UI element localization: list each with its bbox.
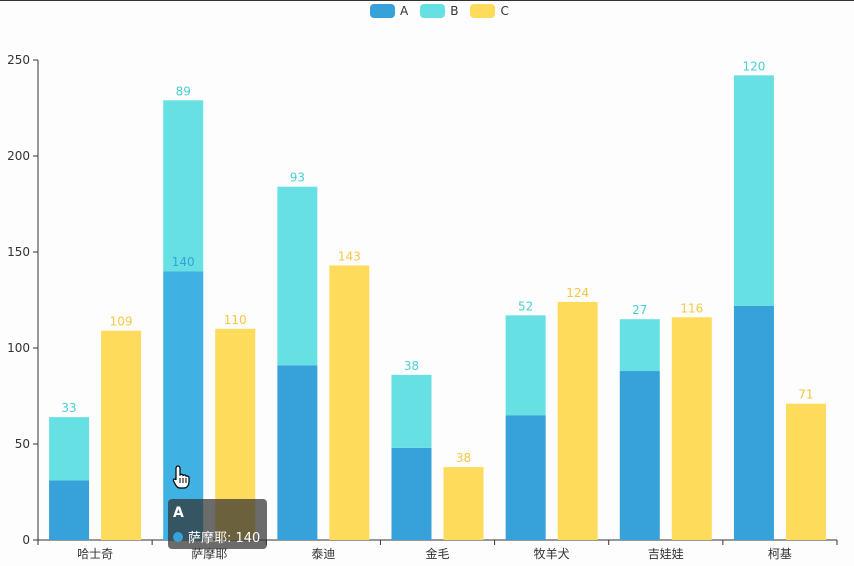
legend-label-c: C — [500, 4, 509, 18]
top-border — [0, 0, 854, 1]
x-tick-label: 吉娃娃 — [648, 547, 684, 561]
chart-tooltip: A 萨摩耶: 140 — [168, 499, 267, 549]
y-tick-label: 0 — [22, 533, 30, 547]
data-label-c: 116 — [680, 301, 703, 315]
bar-a — [733, 305, 774, 540]
tooltip-row: 萨摩耶: 140 — [173, 527, 260, 546]
bar-c — [329, 265, 370, 540]
bar-b — [277, 186, 318, 366]
tooltip-value-text: 萨摩耶: 140 — [188, 531, 261, 546]
bar-c — [785, 403, 826, 540]
data-label-b: 93 — [290, 171, 305, 185]
bar-a — [277, 365, 318, 540]
bar-b — [391, 374, 432, 448]
tooltip-series-dot — [173, 531, 183, 542]
data-label-c: 143 — [338, 249, 361, 263]
bar-a — [505, 415, 546, 540]
bar-b — [49, 417, 90, 481]
y-tick-label: 50 — [15, 437, 30, 451]
bar-b — [733, 75, 774, 306]
legend-item-b[interactable]: B — [420, 4, 458, 18]
legend-item-a[interactable]: A — [370, 4, 408, 18]
legend-label-b: B — [450, 4, 459, 18]
data-label-c: 71 — [798, 388, 813, 402]
y-tick-label: 200 — [7, 149, 30, 163]
legend-swatch-c — [470, 4, 496, 18]
data-label-a: 140 — [172, 255, 195, 269]
data-label-b: 27 — [632, 303, 647, 317]
data-label-b: 52 — [518, 299, 533, 313]
y-tick-label: 250 — [7, 53, 30, 67]
y-tick-label: 150 — [7, 245, 30, 259]
bar-b — [505, 315, 546, 416]
bar-c — [671, 317, 712, 540]
bar-a — [391, 447, 432, 540]
bar-c — [443, 467, 484, 540]
x-tick-label: 牧羊犬 — [534, 546, 570, 561]
chart-legend: A B C — [370, 4, 521, 18]
data-label-c: 38 — [456, 451, 471, 465]
legend-item-c[interactable]: C — [470, 4, 509, 18]
data-label-b: 120 — [742, 59, 765, 73]
data-label-b: 89 — [176, 84, 191, 98]
data-label-b: 38 — [404, 359, 419, 373]
x-tick-label: 萨摩耶 — [191, 546, 227, 561]
bar-a — [619, 371, 660, 540]
hand-pointer-icon — [172, 465, 190, 489]
bar-c — [557, 301, 598, 540]
legend-label-a: A — [400, 4, 409, 18]
data-label-c: 124 — [566, 286, 589, 300]
x-tick-label: 哈士奇 — [77, 547, 113, 561]
x-tick-label: 柯基 — [768, 547, 792, 561]
bar-a — [163, 271, 204, 540]
bar-b — [619, 319, 660, 372]
data-label-b: 33 — [61, 401, 76, 415]
tooltip-series-name: A — [173, 505, 184, 521]
bar-b — [163, 100, 204, 272]
legend-swatch-b — [420, 4, 446, 18]
bar-c — [101, 330, 142, 540]
data-label-c: 110 — [224, 313, 247, 327]
data-label-c: 109 — [110, 315, 133, 329]
y-tick-label: 100 — [7, 341, 30, 355]
legend-swatch-a — [370, 4, 395, 18]
x-tick-label: 金毛 — [425, 546, 449, 561]
x-tick-label: 泰迪 — [311, 547, 335, 561]
bar-a — [49, 480, 90, 540]
